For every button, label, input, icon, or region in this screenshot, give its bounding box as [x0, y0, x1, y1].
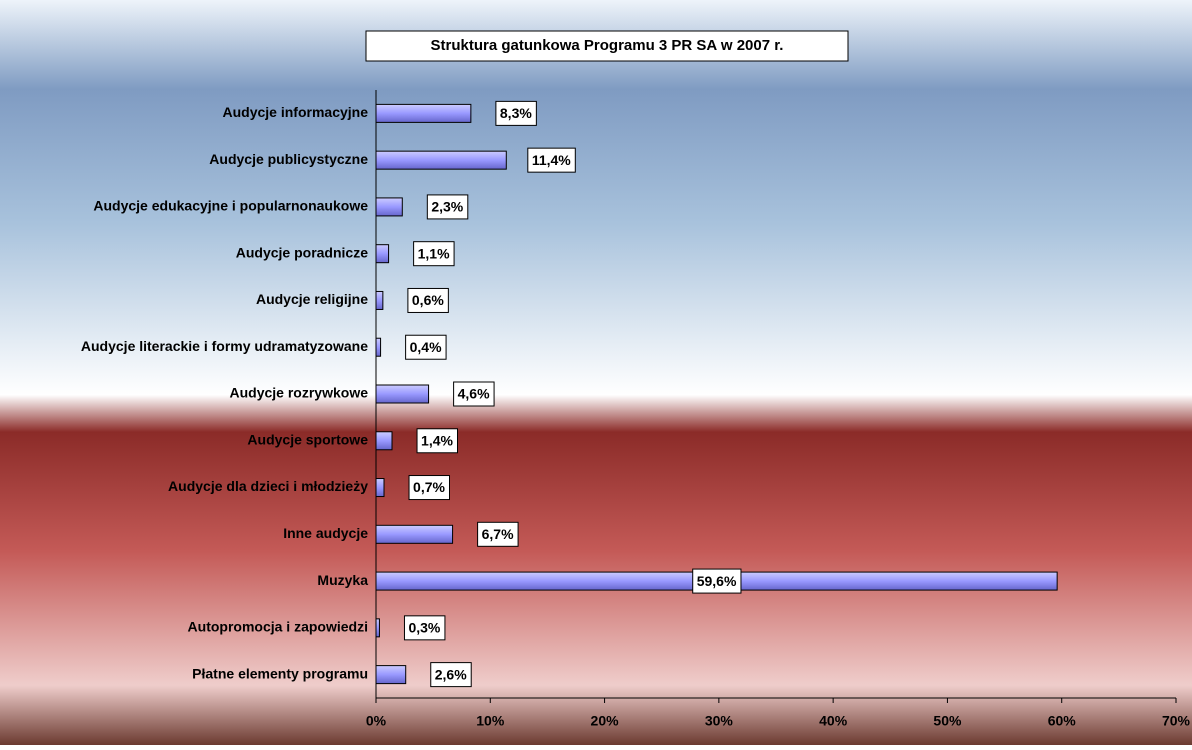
x-tick-label: 0% — [366, 713, 387, 729]
x-tick-label: 30% — [705, 713, 734, 729]
y-tick-label: Audycje poradnicze — [236, 244, 368, 260]
data-label: 59,6% — [697, 573, 737, 589]
bar — [375, 665, 407, 685]
bar — [375, 431, 393, 451]
bar — [375, 337, 382, 357]
y-tick-label: Autopromocja i zapowiedzi — [188, 619, 368, 635]
data-label-box — [407, 287, 449, 313]
data-label: 4,6% — [458, 386, 490, 402]
y-tick-label: Audycje rozrywkowe — [230, 385, 369, 401]
y-tick-label: Audycje publicystyczne — [209, 151, 368, 167]
data-label-box — [416, 428, 459, 454]
data-label: 2,3% — [431, 199, 463, 215]
title-box — [365, 30, 849, 62]
bar — [375, 384, 430, 404]
data-label-box — [430, 662, 472, 688]
y-tick-label: Audycje religijne — [256, 291, 368, 307]
y-tick-label: Audycje informacyjne — [223, 104, 369, 120]
data-label-box — [413, 241, 455, 267]
data-label-box — [403, 615, 446, 641]
data-label-box — [692, 568, 742, 594]
data-label: 0,6% — [412, 292, 444, 308]
y-tick-label: Płatne elementy programu — [192, 665, 368, 681]
data-label-box — [477, 521, 519, 547]
y-tick-label: Inne audycje — [283, 525, 368, 541]
bar — [375, 478, 385, 498]
data-label-box — [527, 147, 576, 173]
x-tick-label: 40% — [819, 713, 848, 729]
data-label: 0,7% — [413, 479, 445, 495]
bar — [375, 290, 384, 310]
x-tick-label: 50% — [933, 713, 962, 729]
y-tick-label: Audycje literackie i formy udramatyzowan… — [81, 338, 368, 354]
x-tick-label: 70% — [1162, 713, 1191, 729]
y-tick-label: Audycje edukacyjne i popularnonaukowe — [93, 198, 368, 214]
y-tick-label: Audycje sportowe — [247, 431, 368, 447]
y-tick-label: Audycje dla dzieci i młodzieży — [168, 478, 368, 494]
bar — [375, 197, 403, 217]
bar — [375, 618, 380, 638]
bar — [375, 150, 507, 170]
data-label: 11,4% — [532, 152, 571, 168]
data-label-box — [495, 100, 537, 126]
data-label: 2,6% — [435, 666, 467, 682]
data-label-box — [408, 475, 451, 501]
bar — [375, 244, 390, 264]
x-tick-label: 60% — [1048, 713, 1077, 729]
x-tick-label: 20% — [591, 713, 620, 729]
data-label: 6,7% — [482, 526, 514, 542]
chart-title: Struktura gatunkowa Programu 3 PR SA w 2… — [431, 37, 784, 54]
data-label: 0,3% — [408, 620, 440, 636]
y-tick-label: Muzyka — [317, 572, 368, 588]
bar — [375, 103, 472, 123]
bar — [375, 524, 454, 544]
data-label: 1,1% — [418, 245, 450, 261]
x-tick-label: 10% — [476, 713, 505, 729]
data-label-box — [453, 381, 495, 407]
data-label: 8,3% — [500, 105, 532, 121]
data-label: 0,4% — [410, 339, 442, 355]
data-label-box — [405, 334, 447, 360]
data-label-box — [426, 194, 469, 220]
data-label: 1,4% — [421, 432, 453, 448]
